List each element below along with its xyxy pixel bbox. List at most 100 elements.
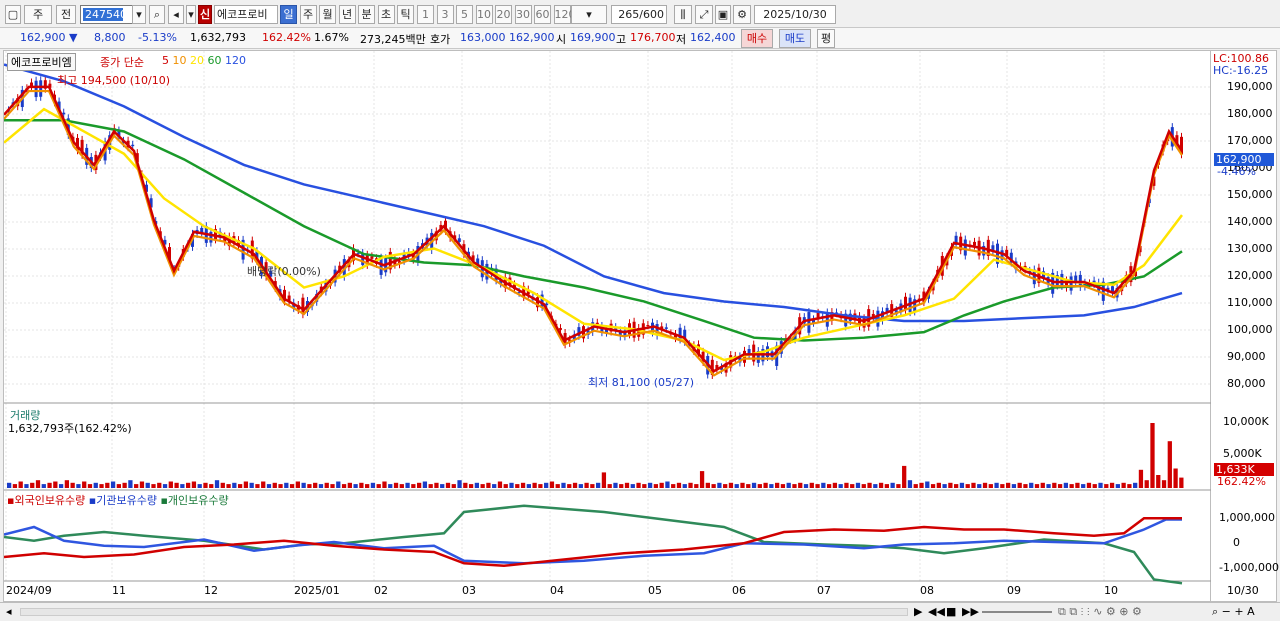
period-5[interactable]: 초 — [377, 5, 395, 24]
date-input[interactable]: 2025/10/30 — [754, 5, 836, 24]
volume-bar — [324, 482, 329, 488]
volume-bar — [965, 484, 970, 488]
interval-60[interactable]: 60 — [534, 5, 551, 24]
tool-icons[interactable]: ⧉ ⧉ ⫶ ⫶ ∿ ⚙ ⊕ ⚙ — [1058, 605, 1142, 618]
volume-bar — [405, 482, 410, 488]
candle — [674, 334, 677, 339]
volume-bar — [1167, 441, 1172, 488]
candle — [1106, 287, 1110, 292]
candle — [1101, 281, 1105, 301]
volume-bar — [809, 482, 814, 488]
volume-bar — [255, 484, 260, 488]
volume-bar — [653, 484, 659, 488]
volume-bar — [1057, 484, 1063, 488]
rate-note: 배당락(0.00%) — [247, 265, 321, 278]
scrollbar[interactable] — [20, 608, 908, 616]
candle — [457, 238, 461, 242]
interval-5[interactable]: 5 — [456, 5, 473, 24]
volume-bar — [1115, 484, 1120, 488]
stock-label: 에코프로비엠 — [7, 53, 76, 71]
volume-bar — [665, 481, 670, 488]
chart-area[interactable]: 에코프로비엠 종가 단순 5 10 20 60 120 최고 194,500 (… — [3, 50, 1212, 602]
volume-bar — [1086, 482, 1092, 488]
vol-ratio: 162.42% — [262, 31, 311, 44]
interval-10[interactable]: 10 — [475, 5, 493, 24]
candle-icon[interactable]: ⫼ — [674, 5, 692, 24]
candle — [660, 326, 664, 330]
period-3[interactable]: 년 — [338, 5, 356, 24]
candle — [66, 118, 70, 135]
draw-tool-icon[interactable]: ⤢ — [695, 5, 713, 24]
volume-bar — [12, 484, 18, 488]
volume-bar — [642, 484, 647, 488]
volume-bar — [134, 484, 139, 488]
volume-bar — [682, 484, 687, 488]
volume-bar — [584, 482, 589, 488]
x-tick: 06 — [732, 584, 746, 597]
eval-button[interactable]: 평 — [817, 29, 835, 48]
scroll-left-icon[interactable]: ◂ — [6, 605, 12, 618]
rewind-icon[interactable]: ◀◀ — [928, 605, 945, 618]
amount-value: 273,245백만 — [360, 33, 426, 46]
ma-title: 종가 단순 — [100, 56, 144, 69]
candle — [862, 318, 866, 328]
volume-bar — [422, 481, 428, 488]
count-input[interactable]: 265/600 — [611, 5, 667, 24]
volume-bar — [157, 482, 162, 488]
volume-bar — [688, 482, 693, 488]
volume-tick: 10,000K — [1223, 415, 1269, 428]
interval-input[interactable]: ▾ — [571, 5, 607, 24]
forward-icon[interactable]: ▶▶ — [962, 605, 979, 618]
sell-button[interactable]: 매도 — [779, 29, 811, 48]
zoom-icons[interactable]: ⌕ − + A — [1212, 605, 1255, 618]
candle — [885, 307, 889, 313]
interval-120[interactable]: 120 — [553, 5, 576, 24]
period-4[interactable]: 분 — [358, 5, 375, 24]
candle — [812, 319, 815, 323]
dropdown-icon[interactable]: ▾ — [186, 5, 196, 24]
zoom-slider[interactable] — [982, 611, 1052, 613]
holding-tick: -1,000,000 — [1219, 561, 1279, 574]
period-1[interactable]: 주 — [299, 5, 317, 24]
period-6[interactable]: 틱 — [397, 5, 414, 24]
candle — [816, 312, 820, 320]
volume-bar — [347, 482, 352, 488]
candle — [163, 239, 167, 245]
buy-button[interactable]: 매수 — [741, 29, 773, 48]
volume-bar — [393, 482, 399, 488]
layout-icon[interactable]: ▢ — [5, 5, 21, 24]
period-0[interactable]: 일 — [280, 5, 297, 24]
high-note: 최고 194,500 (10/10) — [57, 74, 171, 87]
market-select[interactable]: 주 — [24, 5, 52, 24]
volume-bar — [532, 482, 537, 488]
volume-bar — [844, 482, 849, 488]
chevron-down-icon[interactable]: ▾ — [132, 5, 146, 24]
save-icon[interactable]: ▣ — [715, 5, 731, 24]
x-tick: 04 — [550, 584, 564, 597]
individual-line — [4, 504, 1183, 585]
interval-3[interactable]: 3 — [436, 5, 454, 24]
play-icon[interactable]: ▶ — [914, 605, 923, 618]
search-icon[interactable]: ⌕ — [149, 5, 165, 24]
gear-icon[interactable]: ⚙ — [733, 5, 751, 24]
volume-bar — [1063, 482, 1069, 488]
candle — [526, 289, 530, 295]
volume-bar — [1069, 484, 1074, 488]
volume-bar — [884, 484, 889, 488]
prev-button[interactable]: 전 — [56, 5, 76, 24]
interval-30[interactable]: 30 — [514, 5, 532, 24]
volume-bar — [18, 481, 23, 488]
candle — [954, 235, 958, 245]
volume-bar — [162, 484, 168, 488]
code-input[interactable]: 247540 — [80, 5, 146, 24]
speaker-icon[interactable]: ◂ — [168, 5, 184, 24]
stop-icon[interactable]: ■ — [946, 605, 957, 618]
volume-bar — [197, 484, 202, 488]
interval-20[interactable]: 20 — [495, 5, 512, 24]
period-2[interactable]: 월 — [319, 5, 336, 24]
x-tick: 10 — [1104, 584, 1118, 597]
interval-1[interactable]: 1 — [417, 5, 434, 24]
volume-bar — [388, 484, 393, 488]
volume-bar — [890, 482, 895, 488]
candle — [881, 311, 884, 321]
